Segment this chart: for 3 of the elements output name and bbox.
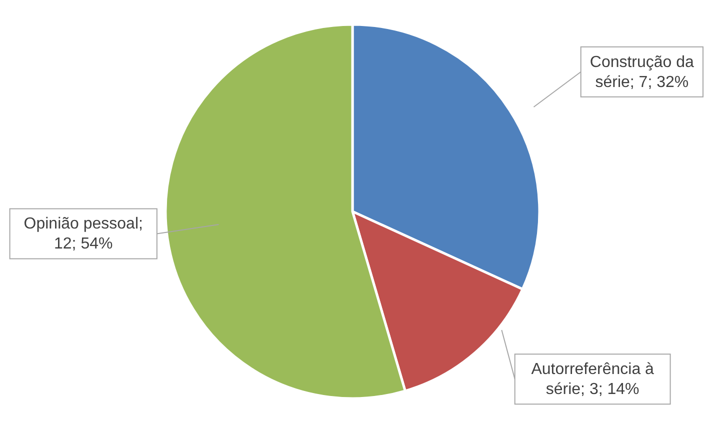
data-label: Autorreferência à série; 3; 14%	[531, 361, 654, 398]
data-label: Construção da série; 7; 32%	[590, 54, 694, 91]
data-label: Opinião pessoal; 12; 54%	[24, 216, 143, 253]
